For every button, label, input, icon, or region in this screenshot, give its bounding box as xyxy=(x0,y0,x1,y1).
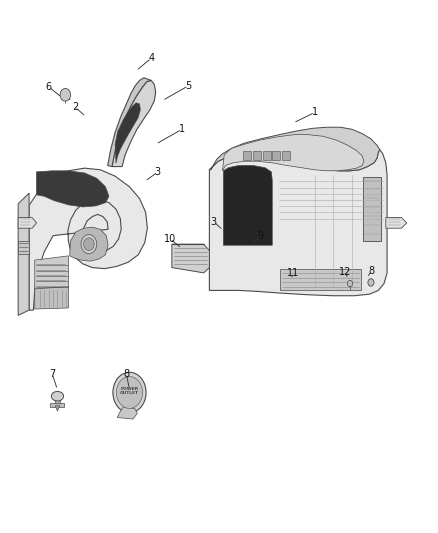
Polygon shape xyxy=(223,135,364,171)
Text: 1: 1 xyxy=(312,107,318,117)
Polygon shape xyxy=(115,103,141,164)
Polygon shape xyxy=(363,177,381,241)
Circle shape xyxy=(368,279,374,286)
Circle shape xyxy=(347,280,353,287)
Polygon shape xyxy=(18,241,29,254)
Text: 6: 6 xyxy=(46,82,52,92)
Circle shape xyxy=(117,376,143,408)
Text: 5: 5 xyxy=(185,81,191,91)
Circle shape xyxy=(84,238,94,251)
Polygon shape xyxy=(36,171,109,207)
Bar xyxy=(263,151,271,160)
Polygon shape xyxy=(18,217,36,228)
Polygon shape xyxy=(386,217,407,228)
Circle shape xyxy=(113,372,146,413)
Text: 10: 10 xyxy=(164,234,176,244)
Polygon shape xyxy=(35,287,68,309)
Ellipse shape xyxy=(51,391,64,401)
Polygon shape xyxy=(55,396,60,406)
Text: 2: 2 xyxy=(72,102,78,112)
Bar xyxy=(253,151,261,160)
Text: 11: 11 xyxy=(287,268,299,278)
Polygon shape xyxy=(223,165,272,245)
Text: 1: 1 xyxy=(179,124,185,134)
Bar xyxy=(283,151,290,160)
Polygon shape xyxy=(112,80,155,166)
Polygon shape xyxy=(50,403,64,407)
Text: 7: 7 xyxy=(49,369,55,379)
Text: 12: 12 xyxy=(339,267,352,277)
Polygon shape xyxy=(35,256,68,290)
Polygon shape xyxy=(70,227,108,261)
Bar xyxy=(243,151,251,160)
Polygon shape xyxy=(108,78,151,166)
Polygon shape xyxy=(29,168,148,310)
Polygon shape xyxy=(209,150,387,296)
Polygon shape xyxy=(18,193,29,316)
Text: 3: 3 xyxy=(211,217,217,227)
Text: 8: 8 xyxy=(368,266,374,276)
Polygon shape xyxy=(55,406,60,411)
Text: 3: 3 xyxy=(155,167,161,177)
Text: 8: 8 xyxy=(124,369,130,379)
Bar xyxy=(272,151,280,160)
Text: POWER
OUTLET: POWER OUTLET xyxy=(120,386,139,395)
Polygon shape xyxy=(209,127,380,171)
Circle shape xyxy=(81,235,97,254)
Polygon shape xyxy=(172,244,209,273)
Text: 4: 4 xyxy=(148,53,154,63)
Text: 9: 9 xyxy=(258,231,264,241)
Circle shape xyxy=(60,88,71,101)
Polygon shape xyxy=(280,269,361,290)
Polygon shape xyxy=(117,407,138,419)
